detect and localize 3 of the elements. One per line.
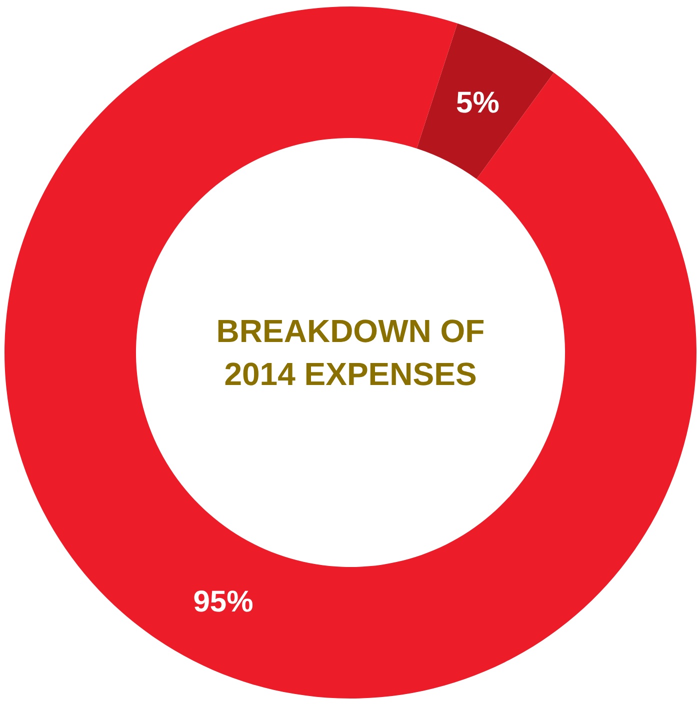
- text: BREAKDOWN OF 2014 EXPENSES: [216, 312, 485, 392]
- data-label: 5%: [456, 86, 500, 120]
- data-label: 95%: [193, 586, 254, 619]
